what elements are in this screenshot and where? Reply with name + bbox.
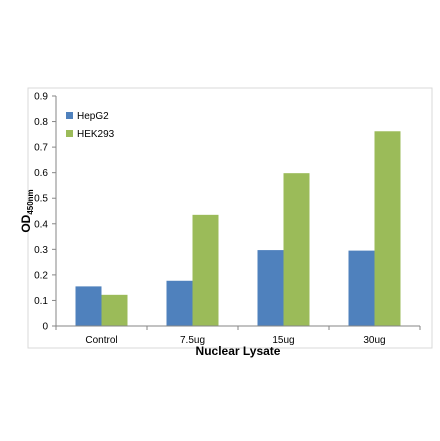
bar-hek293-2 <box>192 214 219 326</box>
y-axis-title: OD450nm <box>19 189 35 232</box>
y-tick-label: 0.4 <box>34 219 48 230</box>
legend-swatch-hepg2 <box>66 112 73 119</box>
y-tick-label: 0.1 <box>34 296 48 307</box>
y-tick-label: 0.8 <box>34 117 48 128</box>
y-tick-label: 0 <box>42 322 48 333</box>
bar-hepg2-1 <box>75 286 102 326</box>
y-tick-label: 0.9 <box>34 92 48 103</box>
legend-label-hepg2: HepG2 <box>77 111 109 122</box>
x-tick-label: 30ug <box>363 335 385 346</box>
x-tick-label: 7.5ug <box>180 335 205 346</box>
x-tick-label: Control <box>85 335 117 346</box>
y-tick-label: 0.2 <box>34 270 48 281</box>
y-tick-label: 0.5 <box>34 194 48 205</box>
y-tick-label: 0.6 <box>34 168 48 179</box>
bars <box>75 131 401 326</box>
x-axis-title: Nuclear Lysate <box>196 344 281 358</box>
plot-frame <box>27 87 433 349</box>
legend-label-hek293: HEK293 <box>77 129 115 140</box>
bar-hepg2-2 <box>166 280 193 326</box>
y-axis-title-main: OD <box>19 214 33 232</box>
x-tick-label: 15ug <box>272 335 294 346</box>
bar-hepg2-4 <box>348 250 375 326</box>
y-tick-label: 0.7 <box>34 143 48 154</box>
legend-swatch-hek293 <box>66 130 73 137</box>
bar-hek293-3 <box>283 173 310 326</box>
legend: HepG2 HEK293 <box>66 111 115 140</box>
y-axis-title-sub: 450nm <box>26 189 35 214</box>
bar-hepg2-3 <box>257 250 284 326</box>
bar-hek293-1 <box>101 294 128 326</box>
bar-hek293-4 <box>374 131 401 326</box>
y-tick-label: 0.3 <box>34 245 48 256</box>
y-axis-ticks: 0 0.1 0.2 0.3 0.4 0.5 0.6 0.7 0.8 0.9 <box>34 92 56 333</box>
x-axis-ticks: Control 7.5ug 15ug 30ug <box>55 326 421 346</box>
